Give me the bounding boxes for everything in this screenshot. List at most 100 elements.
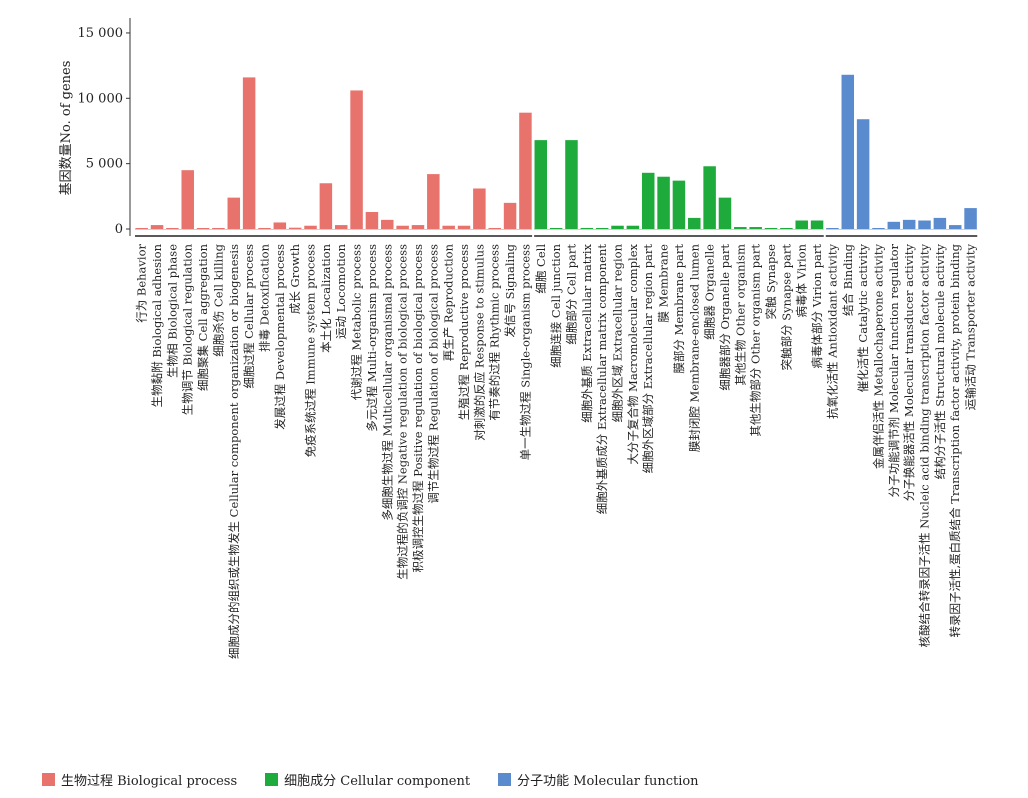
bar	[503, 202, 517, 229]
x-category-label: 细胞外基质 Extracellular matrix	[580, 243, 594, 422]
x-category-label: 其他生物 Other organism	[733, 244, 747, 386]
bar	[304, 225, 317, 229]
legend-swatch-molecular-function	[498, 773, 512, 786]
bar	[856, 119, 870, 229]
x-category-label: 运动 Locomotion	[334, 243, 348, 339]
bar	[150, 225, 164, 229]
bar	[964, 208, 977, 229]
go-annotation-bar-chart: 基因数量No. of genes 0 5 000 10 000 15 000 行为 B…	[59, 18, 978, 659]
bar	[841, 74, 855, 229]
x-category-label: 膜 Membrane	[657, 244, 671, 323]
bar	[887, 221, 901, 229]
bar	[181, 170, 194, 229]
x-category-label: 细胞部分 Cell part	[564, 244, 578, 345]
x-category-label: 免疫系统过程 Immune system process	[304, 244, 318, 457]
x-category-label: 病毒体 Virion	[795, 243, 809, 317]
bar	[641, 172, 655, 229]
bar	[411, 225, 425, 229]
bar	[780, 228, 793, 229]
x-category-label: 金属伴侣活性 Metallochaperone activity	[871, 244, 885, 470]
bar	[672, 180, 686, 229]
x-category-label: 细胞外区域 Extracellular region	[611, 243, 625, 422]
bar	[519, 112, 532, 229]
bars	[135, 74, 977, 229]
y-axis-title: 基因数量No. of genes	[59, 61, 74, 196]
bar	[242, 77, 256, 229]
x-category-label: 积极调控生物过程 Positive regulation of biologic…	[411, 244, 425, 573]
bar	[611, 225, 624, 229]
x-category-label: 多元过程 Multi-organism process	[365, 244, 379, 432]
bar	[948, 225, 962, 229]
bar	[595, 228, 609, 229]
legend-item-molecular-function: 分子功能 Molecular function	[498, 770, 699, 789]
legend-label-molecular-function: 分子功能 Molecular function	[517, 774, 699, 789]
bar	[396, 225, 409, 229]
x-category-label: 生物相 Biological phase	[165, 244, 179, 378]
x-category-label: 生殖过程 Reproductive process	[457, 244, 471, 420]
x-category-label: 多细胞生物过程 Multicellular organismal process	[380, 244, 394, 521]
x-category-label: 细胞成分的组织或生物发生 Cellular component organiza…	[227, 244, 241, 659]
legend-label-cellular-component: 细胞成分 Cellular component	[284, 774, 471, 789]
bar	[826, 228, 839, 229]
x-category-label: 分子功能调节剂 Molecular function regulator	[887, 244, 901, 498]
x-category-label: 膜部分 Membrane part	[672, 244, 686, 374]
bar	[319, 183, 333, 229]
x-category-label: 抗氧化活性 Antioxidant activity	[825, 244, 839, 420]
x-category-label: 细胞杀伤 Cell killing	[211, 243, 225, 356]
bar	[734, 227, 747, 229]
x-category-label: 大分子复合物 Macromolecular complex	[626, 243, 640, 464]
x-category-label: 运输活动 Transporter activity	[964, 244, 978, 411]
x-category-label: 催化活性 Catalytic activity	[856, 243, 870, 392]
x-category-label: 细胞 Cell	[534, 244, 548, 294]
bar	[703, 166, 716, 229]
legend-label-biological-process: 生物过程 Biological process	[61, 774, 238, 789]
legend-item-cellular-component: 细胞成分 Cellular component	[265, 770, 470, 789]
bar	[565, 140, 578, 229]
bar	[688, 217, 701, 229]
bar	[442, 225, 455, 229]
y-tick-label: 5 000	[86, 157, 123, 172]
x-category-label: 对刺激的反应 Response to stimulus	[472, 244, 486, 441]
bar	[457, 225, 471, 229]
bar	[657, 176, 670, 229]
bar	[872, 228, 885, 229]
y-tick-label: 15 000	[78, 26, 124, 41]
legend-swatch-biological-process	[42, 773, 55, 786]
x-category-label: 结构分子活性 Structural molecule activity	[933, 244, 947, 480]
x-category-label: 分子换能器活性 Molecular transducer activity	[902, 244, 916, 502]
x-category-label: 突触部分 Synapse part	[779, 244, 793, 371]
bar	[212, 228, 225, 229]
bar	[427, 174, 440, 229]
x-category-label: 再生产 Reproduction	[442, 243, 456, 361]
bar	[626, 225, 640, 229]
bar	[381, 219, 394, 229]
x-category-label: 细胞器部分 Organelle part	[718, 244, 732, 391]
x-category-label: 代谢过程 Metabolic process	[350, 244, 364, 400]
x-category-label: 膜封闭腔 Membrane-enclosed lumen	[687, 243, 701, 452]
x-category-label: 单一生物过程 Single-organism process	[518, 244, 532, 460]
x-category-label: 生物过程的负调控 Negative regulation of biologic…	[396, 244, 410, 580]
y-ticks: 0 5 000 10 000 15 000	[78, 26, 130, 237]
legend-swatch-cellular-component	[265, 773, 279, 786]
bar	[166, 228, 179, 229]
bar	[718, 197, 732, 229]
bar	[350, 90, 363, 229]
bar	[795, 220, 808, 229]
bar	[549, 228, 563, 229]
bar	[196, 228, 210, 229]
bar	[488, 228, 501, 229]
bar	[749, 227, 762, 229]
legend-item-biological-process: 生物过程 Biological process	[42, 770, 237, 789]
bar	[273, 222, 287, 229]
y-tick-label: 0	[115, 222, 123, 237]
bar	[227, 197, 241, 229]
x-category-label: 突触 Synapse	[764, 244, 778, 320]
legend: 生物过程 Biological process 细胞成分 Cellular co…	[42, 770, 699, 789]
x-category-label: 细胞器 Organelle	[703, 244, 717, 340]
x-category-label: 细胞连接 Cell junction	[549, 243, 563, 367]
x-category-label: 细胞外区域部分 Extracellular region part	[641, 244, 655, 474]
x-category-label: 转录因子活性,蛋白质结合 Transcription factor activi…	[948, 243, 962, 637]
bar	[473, 188, 486, 229]
x-category-label: 成长 Growth	[288, 243, 302, 314]
x-category-label: 生物调节 Biological regulation	[181, 243, 195, 415]
